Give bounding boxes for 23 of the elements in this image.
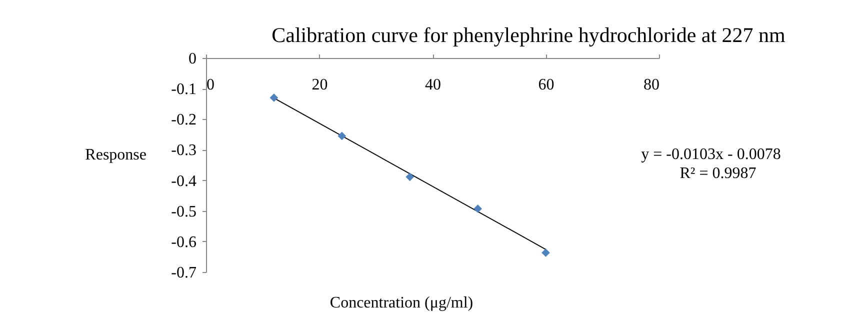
y-tick-label: 0: [188, 50, 196, 68]
y-tick-label: -0.5: [171, 203, 196, 220]
x-axis-title: Concentration (μg/ml): [330, 294, 474, 312]
y-tick-label: -0.3: [171, 142, 196, 160]
y-tick-label: -0.4: [171, 172, 196, 190]
point: [474, 204, 482, 213]
x-tick-label: 20: [312, 76, 328, 94]
point: [542, 248, 550, 257]
text: R² = 0.9987: [680, 165, 756, 182]
x-tick-label: 40: [425, 76, 441, 94]
y-tick-label: -0.2: [171, 112, 196, 129]
y-tick-label: -0.6: [171, 234, 196, 251]
point: [406, 172, 414, 182]
x-tick-label: 60: [538, 76, 554, 94]
point: [270, 94, 278, 102]
y-axis-title: Response: [85, 146, 146, 164]
chart-title: Calibration curve for phenylephrine hydrochloride at 227 nm: [272, 23, 786, 47]
annotation: y = -0.0103x - 0.0078: [641, 146, 781, 163]
point: [338, 132, 346, 140]
x-tick-label: 80: [644, 76, 660, 94]
y-tick-label: -0.1: [171, 81, 196, 98]
y-tick-label: -0.7: [171, 264, 196, 282]
x-tick-label: 0: [206, 76, 214, 94]
